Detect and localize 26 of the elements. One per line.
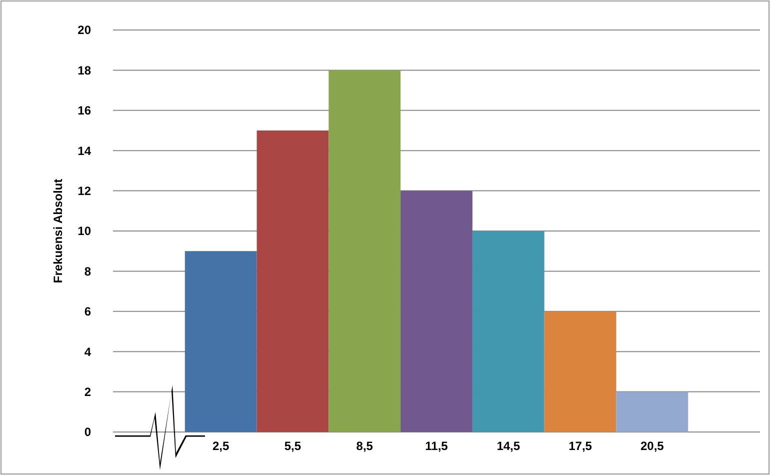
y-tick-label: 16 <box>78 104 92 118</box>
x-tick-label: 5,5 <box>284 439 302 453</box>
y-tick-label: 0 <box>84 425 92 440</box>
bar <box>544 311 616 432</box>
bar <box>616 392 688 432</box>
bar <box>328 70 401 432</box>
x-tick-label: 20,5 <box>640 439 664 453</box>
x-tick-label: 2,5 <box>212 439 230 453</box>
y-tick-label: 8 <box>84 264 92 278</box>
bar <box>472 231 544 432</box>
y-tick-label: 14 <box>78 144 92 158</box>
y-tick-label: 6 <box>84 304 92 319</box>
y-tick-label: 20 <box>78 23 92 38</box>
x-tick-label: 17,5 <box>568 439 592 453</box>
y-tick-label: 2 <box>84 385 92 399</box>
bar <box>184 251 257 432</box>
bar <box>400 190 472 432</box>
y-tick-label: 4 <box>84 344 92 359</box>
y-tick-label: 10 <box>78 224 92 238</box>
x-tick-label: 11,5 <box>425 439 448 453</box>
y-tick-label: 18 <box>78 63 92 78</box>
x-tick-label: 14,5 <box>496 439 520 453</box>
x-tick-label: 8,5 <box>356 439 374 453</box>
y-axis-title: Frekuensi Absolut <box>51 178 65 284</box>
y-tick-label: 12 <box>78 184 92 198</box>
bar <box>256 130 329 432</box>
